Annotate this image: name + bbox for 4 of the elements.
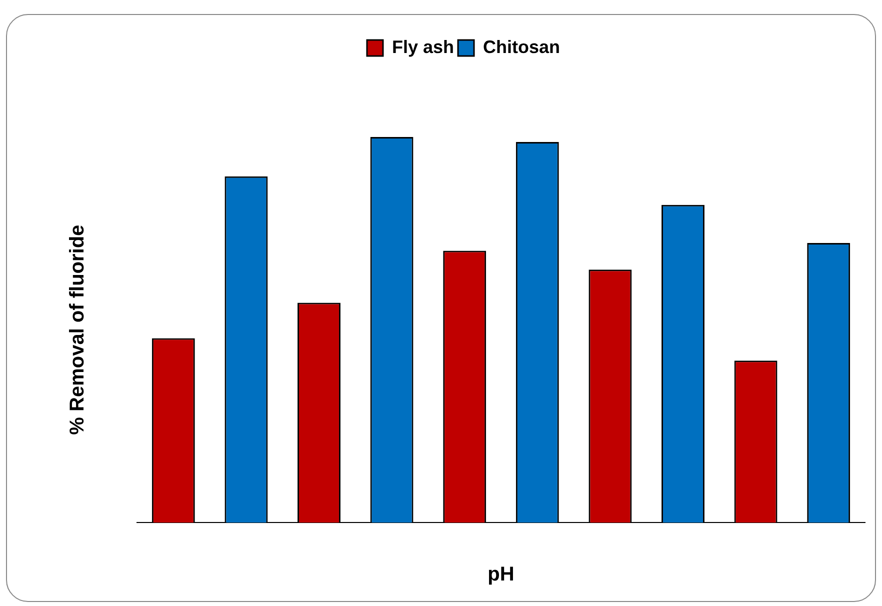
legend-label: Fly ash (392, 36, 454, 57)
y-axis-title: % Removal of fluoride (66, 224, 89, 435)
x-axis-title: pH (488, 564, 514, 586)
legend-label: Chitosan (483, 36, 560, 57)
